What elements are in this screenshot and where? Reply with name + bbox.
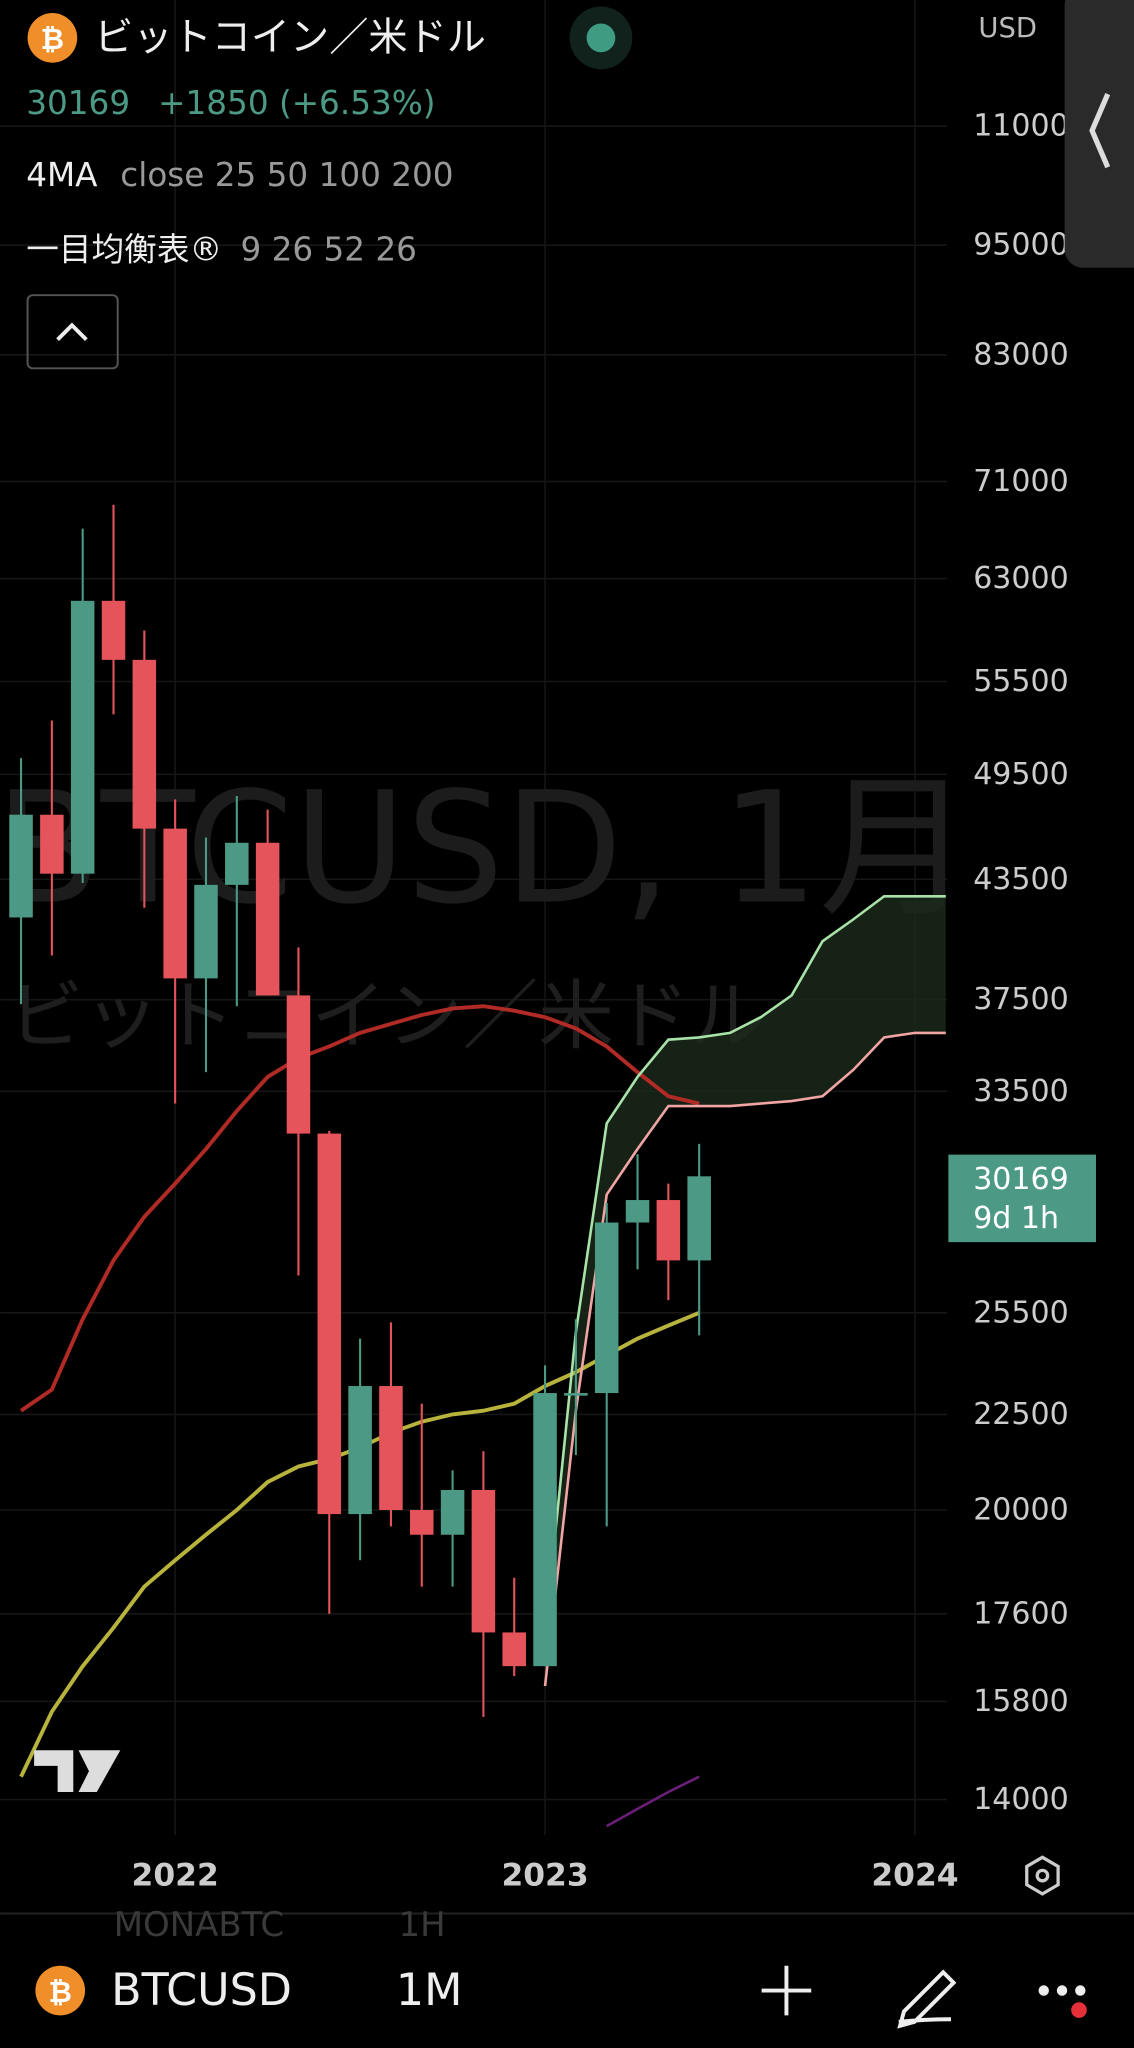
- candle-body: [687, 1176, 711, 1261]
- candle-body: [440, 1489, 465, 1535]
- y-tick-label: 33500: [973, 1074, 1069, 1109]
- settings-icon-center: [1035, 1868, 1050, 1883]
- indicator-line: [543, 894, 946, 1633]
- coin-icon-glyph: ₿: [49, 1975, 72, 2009]
- y-tick-label: 83000: [973, 337, 1069, 372]
- watermark-symbol: BTCUSD, 1月: [0, 759, 973, 938]
- candle-body: [379, 1386, 403, 1511]
- candle-body: [533, 1393, 557, 1667]
- candle-body: [255, 842, 280, 996]
- y-tick-label: 43500: [973, 862, 1069, 897]
- y-tick-label: 25500: [973, 1295, 1069, 1330]
- collapse-button[interactable]: [26, 294, 119, 370]
- currency-label[interactable]: USD: [978, 13, 1037, 44]
- more-icon-dot: [1075, 1985, 1086, 1996]
- coin-icon: [27, 13, 78, 63]
- ichimoku-cloud: [545, 896, 946, 1687]
- price-badge-value: 30169: [973, 1162, 1069, 1197]
- draw-icon[interactable]: [897, 1969, 957, 2029]
- y-tick-label: 71000: [973, 464, 1069, 499]
- coin-icon: [35, 1965, 86, 2016]
- y-tick-label: 20000: [973, 1493, 1069, 1528]
- candle-body: [564, 1393, 588, 1396]
- status-dot: [586, 23, 616, 53]
- indicator-name[interactable]: 一目均衡表®: [26, 230, 222, 268]
- y-tick-label: 37500: [973, 982, 1069, 1017]
- logo: [34, 1750, 121, 1792]
- indicator-line: [606, 1775, 700, 1828]
- settings-icon[interactable]: [1025, 1855, 1060, 1896]
- grid: [0, 0, 948, 1836]
- y-tick-label: 22500: [973, 1397, 1069, 1432]
- candle-body: [194, 884, 218, 979]
- y-tick-label: 17600: [973, 1596, 1069, 1631]
- candle-body: [163, 828, 187, 979]
- price-change: +1850 (+6.53%): [158, 84, 435, 122]
- last-price: 30169: [26, 84, 130, 122]
- indicator-params: 9 26 52 26: [240, 230, 417, 268]
- candle-body: [40, 814, 64, 874]
- y-tick-label: 49500: [973, 757, 1069, 792]
- y-tick-label: 14000: [973, 1782, 1069, 1817]
- candle-body: [502, 1632, 526, 1667]
- x-tick-label: 2022: [132, 1858, 219, 1894]
- candle-body: [410, 1510, 434, 1535]
- indicator-name[interactable]: 4MA: [26, 156, 98, 194]
- notification-dot: [1071, 2002, 1087, 2018]
- candle-body: [70, 600, 95, 874]
- candle-body: [625, 1200, 650, 1223]
- time-axis: 2022 2023 2024: [132, 1858, 959, 1894]
- candle-body: [471, 1489, 496, 1633]
- watermark-name: ビットコイン／米ドル: [8, 972, 766, 1060]
- candle-body: [594, 1222, 619, 1394]
- x-tick-label: 2023: [501, 1858, 588, 1894]
- side-tab[interactable]: [1064, 0, 1134, 268]
- candle-body: [286, 995, 311, 1134]
- indicator-params: close 25 50 100 200: [120, 156, 453, 194]
- y-tick-label: 63000: [973, 561, 1069, 596]
- indicator-line: [19, 1004, 700, 1413]
- price-badge-countdown: 9d 1h: [973, 1201, 1059, 1236]
- collapse-chevron: [56, 322, 88, 341]
- candle-body: [656, 1200, 681, 1261]
- add-icon[interactable]: [761, 1965, 812, 2016]
- y-tick-label: 55500: [973, 664, 1069, 699]
- y-tick-label: 95000: [973, 228, 1069, 263]
- x-tick-label: 2024: [871, 1858, 958, 1894]
- more-icon-dot: [1056, 1985, 1068, 1996]
- indicator-line: [543, 1031, 946, 1687]
- price-badge: [948, 1154, 1096, 1243]
- bottom-symbol[interactable]: BTCUSD: [111, 1965, 292, 2016]
- coin-icon-glyph: ₿: [41, 22, 64, 56]
- y-tick-label: 15800: [973, 1684, 1069, 1719]
- candle-body: [132, 659, 157, 829]
- bottom-interval[interactable]: 1M: [396, 1965, 463, 2016]
- candle-body: [101, 600, 126, 660]
- more-icon[interactable]: [1038, 1985, 1049, 1996]
- plot: [9, 504, 946, 1828]
- symbol-name: ビットコイン／米ドル: [94, 15, 486, 60]
- candle-body: [348, 1386, 372, 1515]
- candle-body: [225, 842, 249, 885]
- candle-body: [317, 1133, 342, 1515]
- side-tab-chevron: [1089, 93, 1111, 169]
- candle-body: [9, 814, 33, 918]
